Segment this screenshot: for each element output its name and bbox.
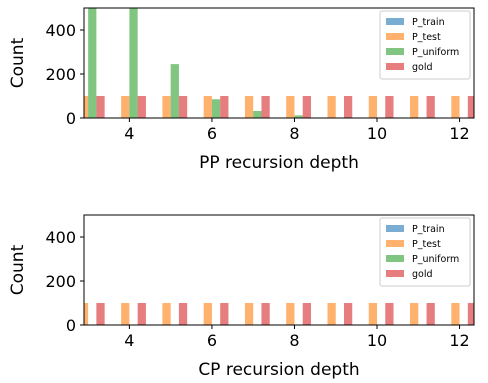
bar-p-test-6 [203, 96, 212, 118]
bar-p-uniform-8 [294, 115, 303, 118]
bar-p-test-7 [244, 303, 254, 325]
bar-p-uniform-4 [129, 8, 138, 118]
x-tick-label: 12 [449, 331, 469, 350]
bar-gold-7 [261, 96, 270, 118]
x-tick-label: 8 [289, 124, 299, 143]
bar-p-test-11 [410, 303, 419, 325]
bar-gold-8 [302, 303, 311, 325]
bar-gold-9 [344, 303, 353, 325]
legend-label-p-test: P_test [412, 239, 441, 250]
axes-frame [83, 7, 475, 119]
bar-p-test-4 [121, 96, 130, 118]
bar-gold-11 [426, 303, 435, 325]
bar-p-test-5 [162, 303, 171, 325]
y-tick-label: 400 [45, 21, 76, 40]
bar-p-uniform-6 [211, 99, 221, 118]
x-tick-label: 8 [289, 331, 299, 350]
legend-swatch-gold [386, 270, 404, 277]
bar-p-test-6 [203, 303, 212, 325]
bar-gold-12 [467, 303, 474, 325]
legend-swatch-p-train [386, 18, 404, 25]
bar-gold-9 [344, 96, 353, 118]
legend-swatch-p-train [386, 225, 404, 232]
y-axis-label: Count [8, 244, 28, 295]
bar-gold-12 [467, 96, 474, 118]
legend-swatch-p-test [386, 240, 404, 247]
x-tick-label: 4 [124, 331, 134, 350]
x-tick-label: 6 [207, 124, 217, 143]
legend-label-p-uniform: P_uniform [412, 47, 459, 58]
bars-group [84, 8, 474, 118]
chart-panel-1: 4 6 8 10 12 0 200 400 PP recursion depth Count P_t… [8, 7, 475, 173]
bar-p-test-4 [121, 303, 130, 325]
bar-gold-5 [178, 303, 188, 325]
y-axis-label: Count [8, 37, 28, 88]
bar-p-test-10 [368, 96, 378, 118]
legend-swatch-p-uniform [386, 48, 404, 55]
bar-p-test-12 [451, 303, 460, 325]
bar-gold-4 [137, 303, 146, 325]
bar-p-test-8 [286, 303, 295, 325]
y-tick-label: 200 [45, 65, 76, 84]
bar-gold-10 [385, 303, 394, 325]
bar-p-test-3 [84, 303, 89, 325]
legend-swatch-p-test [386, 33, 404, 40]
x-axis-label: CP recursion depth [198, 360, 359, 380]
bar-gold-10 [385, 96, 394, 118]
bar-gold-11 [426, 96, 435, 118]
x-tick-label: 10 [367, 331, 387, 350]
y-tick-label: 0 [66, 109, 76, 128]
bar-p-uniform-7 [253, 110, 262, 118]
chart-panel-2: 4 6 8 10 12 0 200 400 CP recursion depth Count P_t… [8, 214, 475, 380]
bar-p-uniform-5 [170, 64, 179, 118]
legend-box [379, 10, 471, 80]
x-axis-label: PP recursion depth [199, 153, 359, 173]
legend-label-p-train: P_train [412, 17, 445, 28]
y-tick-label: 200 [45, 272, 76, 291]
bar-p-test-8 [286, 96, 295, 118]
x-tick-label: 4 [124, 124, 134, 143]
x-tick-label: 10 [367, 124, 387, 143]
bar-gold-6 [220, 303, 229, 325]
y-tick-label: 400 [45, 228, 76, 247]
bar-gold-3 [96, 303, 105, 325]
legend-box [379, 217, 471, 287]
bar-p-test-12 [451, 96, 460, 118]
x-tick-label: 12 [449, 124, 469, 143]
legend-label-p-test: P_test [412, 32, 441, 43]
y-tick-label: 0 [66, 316, 76, 335]
bar-p-test-7 [244, 96, 254, 118]
axes-frame [83, 214, 475, 326]
bar-gold-8 [302, 96, 311, 118]
bar-gold-5 [178, 96, 188, 118]
bar-p-test-5 [162, 96, 171, 118]
legend-label-gold: gold [412, 62, 433, 73]
bars-group [84, 303, 474, 325]
bar-p-test-3 [84, 96, 89, 118]
legend-label-p-train: P_train [412, 224, 445, 235]
bar-gold-6 [220, 96, 229, 118]
bar-p-test-9 [327, 303, 336, 325]
legend-swatch-gold [386, 63, 404, 70]
bar-gold-7 [261, 303, 270, 325]
bar-gold-4 [137, 96, 146, 118]
bar-gold-3 [96, 96, 105, 118]
bar-p-uniform-3 [88, 8, 97, 118]
legend-swatch-p-uniform [386, 255, 404, 262]
legend-label-p-uniform: P_uniform [412, 254, 459, 265]
bar-p-test-11 [410, 96, 419, 118]
x-tick-label: 6 [207, 331, 217, 350]
bar-p-test-10 [368, 303, 378, 325]
legend-label-gold: gold [412, 269, 433, 280]
bar-p-test-9 [327, 96, 336, 118]
